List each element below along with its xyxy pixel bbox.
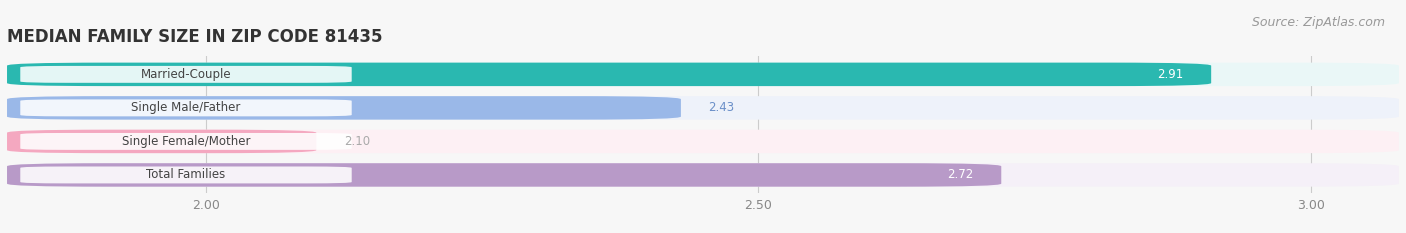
Text: Source: ZipAtlas.com: Source: ZipAtlas.com	[1251, 16, 1385, 29]
Text: 2.10: 2.10	[344, 135, 370, 148]
Text: 2.91: 2.91	[1157, 68, 1184, 81]
Text: MEDIAN FAMILY SIZE IN ZIP CODE 81435: MEDIAN FAMILY SIZE IN ZIP CODE 81435	[7, 28, 382, 46]
FancyBboxPatch shape	[7, 63, 1211, 86]
Text: Single Male/Father: Single Male/Father	[131, 101, 240, 114]
FancyBboxPatch shape	[20, 99, 352, 116]
FancyBboxPatch shape	[20, 167, 352, 183]
Text: Married-Couple: Married-Couple	[141, 68, 232, 81]
FancyBboxPatch shape	[20, 133, 352, 150]
Text: 2.72: 2.72	[948, 168, 974, 182]
FancyBboxPatch shape	[7, 96, 1399, 120]
FancyBboxPatch shape	[7, 63, 1399, 86]
FancyBboxPatch shape	[7, 130, 316, 153]
Text: Total Families: Total Families	[146, 168, 225, 182]
FancyBboxPatch shape	[20, 66, 352, 83]
Text: 2.43: 2.43	[709, 101, 735, 114]
FancyBboxPatch shape	[7, 130, 1399, 153]
FancyBboxPatch shape	[7, 96, 681, 120]
Text: Single Female/Mother: Single Female/Mother	[122, 135, 250, 148]
FancyBboxPatch shape	[7, 163, 1001, 187]
FancyBboxPatch shape	[7, 163, 1399, 187]
